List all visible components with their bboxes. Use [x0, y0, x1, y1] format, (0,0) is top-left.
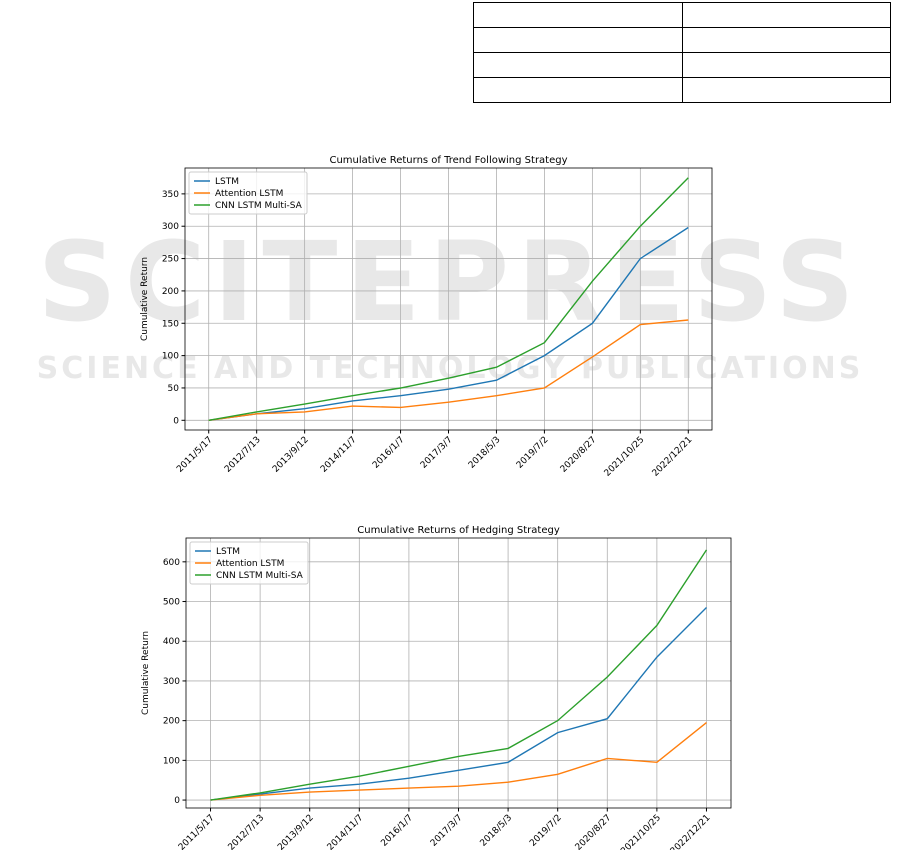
series-line [210, 722, 707, 801]
x-tick-label: 2022/12/21 [651, 435, 695, 479]
watermark-title: SCITEPRESS [37, 218, 862, 346]
y-tick-label: 100 [163, 756, 180, 766]
y-axis-label: Cumulative Return [141, 631, 151, 715]
x-tick-label: 2012/7/13 [227, 813, 267, 850]
x-tick-label: 2017/3/7 [419, 435, 455, 471]
y-tick-label: 300 [163, 677, 180, 687]
legend-label: CNN LSTM Multi-SA [216, 571, 304, 581]
legend-label: LSTM [216, 547, 240, 557]
x-tick-label: 2019/7/2 [528, 813, 564, 849]
series-line [210, 607, 707, 801]
series-line [208, 226, 689, 421]
x-tick-label: 2018/5/3 [467, 435, 503, 471]
x-tick-label: 2016/1/7 [379, 813, 415, 849]
x-tick-label: 2022/12/21 [669, 813, 713, 850]
empty-table [473, 2, 891, 103]
legend-box [189, 541, 309, 585]
x-tick-label: 2012/7/13 [223, 435, 263, 475]
y-tick-label: 400 [163, 637, 180, 647]
y-tick-label: 0 [174, 796, 180, 806]
x-tick-label: 2011/5/17 [175, 435, 215, 475]
x-tick-label: 2017/3/7 [429, 813, 465, 849]
y-tick-label: 50 [168, 384, 180, 394]
y-tick-label: 200 [162, 287, 179, 297]
legend-label: LSTM [215, 177, 239, 187]
legend-label: Attention LSTM [215, 189, 283, 199]
y-tick-label: 600 [163, 558, 180, 568]
x-tick-label: 2016/1/7 [371, 435, 407, 471]
y-tick-label: 250 [162, 255, 179, 265]
y-tick-label: 300 [162, 222, 179, 232]
x-tick-label: 2013/9/12 [276, 813, 316, 850]
x-tick-label: 2021/10/25 [603, 435, 647, 479]
legend-label: Attention LSTM [216, 559, 284, 569]
y-tick-label: 150 [162, 319, 179, 329]
chart-title: Cumulative Returns of Hedging Strategy [357, 525, 560, 536]
y-tick-label: 350 [162, 190, 179, 200]
x-tick-label: 2013/9/12 [271, 435, 311, 475]
plot-frame [185, 537, 732, 809]
x-tick-label: 2011/5/17 [177, 813, 217, 850]
x-tick-label: 2018/5/3 [479, 813, 515, 849]
y-axis-label: Cumulative Return [140, 257, 150, 341]
y-tick-label: 0 [173, 416, 179, 426]
legend-label: CNN LSTM Multi-SA [215, 201, 303, 211]
y-tick-label: 500 [163, 598, 180, 608]
series-line [210, 549, 708, 801]
x-tick-label: 2020/8/27 [559, 435, 599, 475]
series-line [208, 319, 689, 421]
y-tick-label: 100 [162, 352, 179, 362]
x-tick-label: 2014/11/7 [319, 435, 359, 475]
series-line [208, 177, 689, 421]
x-tick-label: 2019/7/2 [515, 435, 551, 471]
chart-title: Cumulative Returns of Trend Following St… [329, 155, 567, 166]
legend-box [188, 171, 308, 215]
plot-frame [184, 167, 713, 431]
x-tick-label: 2020/8/27 [574, 813, 614, 850]
y-tick-label: 200 [163, 717, 180, 727]
watermark-subtitle: SCIENCE AND TECHNOLOGY PUBLICATIONS [37, 351, 864, 386]
x-tick-label: 2021/10/25 [619, 813, 663, 850]
x-tick-label: 2014/11/7 [326, 813, 366, 850]
